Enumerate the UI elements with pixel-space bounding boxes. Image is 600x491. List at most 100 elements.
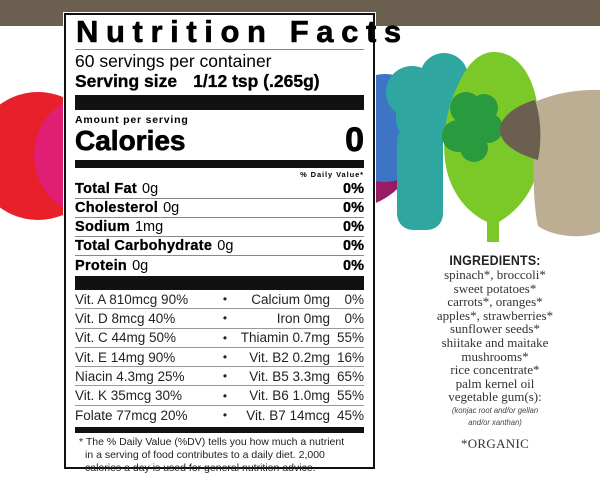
ingredient-line: shiitake and maitake bbox=[441, 334, 549, 350]
nutrient-name: Sodium bbox=[75, 219, 130, 235]
nutrient-row-sodium: Sodium 1mg 0% bbox=[75, 218, 364, 237]
vitamin-left: Vit. D 8mcg 40% bbox=[75, 310, 176, 326]
nutrient-amount: 0g bbox=[142, 181, 159, 197]
nutrient-row-cholesterol: Cholesterol 0g 0% bbox=[75, 199, 364, 218]
bullet-separator: • bbox=[222, 311, 228, 326]
vitamin-right-pct: 55% bbox=[336, 330, 364, 346]
ingredient-line: sweet potatoes* bbox=[453, 280, 537, 296]
tan-potato-shape bbox=[533, 89, 600, 237]
bullet-separator: • bbox=[222, 350, 228, 365]
calories-row: Calories 0 bbox=[75, 121, 365, 159]
calories-label: Calories bbox=[75, 125, 186, 156]
serving-size: Serving size 1/12 tsp (.265g) bbox=[75, 71, 364, 91]
vitamin-left: Vit. C 44mg 50% bbox=[75, 330, 177, 346]
nutrient-amount: 0g bbox=[217, 238, 234, 254]
vitamin-left: Folate 77mcg 20% bbox=[75, 407, 188, 423]
bullet-separator: • bbox=[222, 292, 228, 307]
label-title: Nutrition Facts bbox=[76, 14, 409, 49]
vitamin-left: Niacin 4.3mg 25% bbox=[75, 368, 185, 384]
organic-note: *ORGANIC bbox=[460, 435, 530, 451]
brown-mushroom-shape bbox=[500, 100, 541, 160]
thick-divider bbox=[75, 427, 364, 434]
vitamin-right-name: Vit. B2 0.2mg bbox=[249, 349, 330, 365]
servings-per-container: 60 servings per container bbox=[75, 51, 272, 71]
vitamin-right-name: Calcium 0mg bbox=[251, 291, 330, 307]
nutrient-row-total-fat: Total Fat 0g 0% bbox=[75, 180, 364, 199]
ingredients-panel: INGREDIENTS: spinach*, broccoli* sweet p… bbox=[415, 253, 575, 452]
nutrient-list: Total Fat 0g 0% Cholesterol 0g 0% Sodium 1m… bbox=[75, 180, 364, 275]
serving-size-value: 1/12 tsp (.265g) bbox=[193, 71, 320, 91]
bullet-separator: • bbox=[222, 408, 228, 423]
vitamin-row: Vit. K 35mcg 30% • Vit. B6 1.0mg 55% bbox=[75, 386, 364, 406]
ingredient-note: (konjac root and/or gellan bbox=[451, 404, 539, 415]
footnote-line: * The % Daily Value (%DV) tells you how … bbox=[79, 436, 345, 449]
ingredient-line: sunflower seeds* bbox=[450, 321, 540, 337]
vitamin-right-pct: 45% bbox=[336, 407, 364, 423]
vitamin-row: Vit. C 44mg 50% • Thiamin 0.7mg 55% bbox=[75, 329, 364, 348]
daily-value-footnote: * The % Daily Value (%DV) tells you how … bbox=[75, 436, 364, 475]
vitamin-right: Iron 0mg 0% bbox=[235, 311, 364, 326]
ingredients-title: INGREDIENTS: bbox=[449, 253, 541, 268]
nutrient-dv: 0% bbox=[343, 200, 364, 216]
ingredient-note: and/or xanthan) bbox=[468, 416, 522, 427]
daily-value-header: % Daily Value* bbox=[300, 170, 364, 179]
vitamin-row: Vit. E 14mg 90% • Vit. B2 0.2mg 16% bbox=[75, 348, 364, 368]
ingredient-line: vegetable gum(s): bbox=[448, 389, 542, 405]
vitamin-right: Vit. B5 3.3mg 65% bbox=[235, 369, 364, 384]
ingredient-line: rice concentrate* bbox=[450, 362, 540, 378]
vitamin-right-pct: 65% bbox=[336, 368, 364, 384]
vitamin-left: Vit. A 810mcg 90% bbox=[75, 291, 189, 307]
ingredient-line: apples*, strawberries* bbox=[436, 307, 554, 323]
vitamin-right-name: Vit. B7 14mcg bbox=[246, 407, 330, 423]
nutrient-dv: 0% bbox=[343, 181, 364, 197]
ingredient-line: mushrooms* bbox=[461, 348, 529, 364]
divider bbox=[75, 49, 364, 50]
vitamin-left: Vit. E 14mg 90% bbox=[75, 349, 176, 365]
medium-divider bbox=[75, 160, 364, 168]
nutrient-row-total-carbohydrate: Total Carbohydrate 0g 0% bbox=[75, 237, 364, 256]
calories-value: 0 bbox=[345, 121, 365, 159]
vitamin-right: Thiamin 0.7mg 55% bbox=[235, 330, 364, 345]
vitamin-row: Vit. A 810mcg 90% • Calcium 0mg 0% bbox=[75, 290, 364, 310]
thick-divider bbox=[75, 276, 364, 290]
vitamin-right: Vit. B7 14mcg 45% bbox=[235, 408, 364, 423]
ingredient-line: palm kernel oil bbox=[455, 375, 535, 391]
vitamin-right-pct: 55% bbox=[336, 388, 364, 404]
bullet-separator: • bbox=[222, 369, 228, 384]
vitamin-right-name: Iron 0mg bbox=[276, 310, 330, 326]
vitamin-right: Vit. B2 0.2mg 16% bbox=[235, 350, 364, 365]
ingredient-line: spinach*, broccoli* bbox=[444, 267, 546, 282]
ingredient-line: carrots*, oranges* bbox=[447, 294, 543, 310]
nutrient-row-protein: Protein 0g 0% bbox=[75, 256, 364, 275]
vitamin-left: Vit. K 35mcg 30% bbox=[75, 388, 183, 404]
footnote-line: in a serving of food contributes to a da… bbox=[85, 449, 325, 462]
footnote-line: calories a day is used for general nutri… bbox=[85, 462, 316, 475]
vitamin-right-name: Thiamin 0.7mg bbox=[240, 330, 330, 346]
nutrient-dv: 0% bbox=[343, 238, 364, 254]
nutrient-name: Total Carbohydrate bbox=[75, 238, 213, 254]
amount-per-serving: Amount per serving bbox=[75, 114, 189, 126]
bullet-separator: • bbox=[222, 330, 228, 345]
vitamin-row: Folate 77mcg 20% • Vit. B7 14mcg 45% bbox=[75, 406, 364, 425]
vitamin-right-pct: 16% bbox=[336, 349, 364, 365]
vitamin-right-name: Vit. B5 3.3mg bbox=[249, 368, 330, 384]
vitamin-right-pct: 0% bbox=[344, 310, 364, 326]
nutrient-amount: 0g bbox=[163, 200, 180, 216]
nutrient-name: Cholesterol bbox=[75, 200, 159, 216]
vitamin-right-name: Vit. B6 1.0mg bbox=[249, 388, 330, 404]
nutrient-name: Protein bbox=[75, 257, 128, 274]
vitamin-row: Niacin 4.3mg 25% • Vit. B5 3.3mg 65% bbox=[75, 367, 364, 387]
vitamin-row: Vit. D 8mcg 40% • Iron 0mg 0% bbox=[75, 309, 364, 329]
dark-green-floret-shape bbox=[442, 92, 503, 162]
nutrient-amount: 0g bbox=[132, 257, 149, 274]
nutrient-dv: 0% bbox=[343, 219, 364, 235]
thick-divider bbox=[75, 95, 364, 110]
vitamin-right: Vit. B6 1.0mg 55% bbox=[235, 388, 364, 403]
serving-size-label: Serving size bbox=[75, 71, 178, 91]
nutrition-facts-label: Nutrition Facts 60 servings per containe… bbox=[64, 13, 409, 474]
nutrient-amount: 1mg bbox=[134, 219, 164, 235]
vitamin-list: Vit. A 810mcg 90% • Calcium 0mg 0% Vit. D… bbox=[75, 290, 364, 425]
nutrient-name: Total Fat bbox=[75, 181, 138, 197]
nutrient-dv: 0% bbox=[343, 257, 364, 274]
vitamin-right-pct: 0% bbox=[344, 291, 364, 307]
